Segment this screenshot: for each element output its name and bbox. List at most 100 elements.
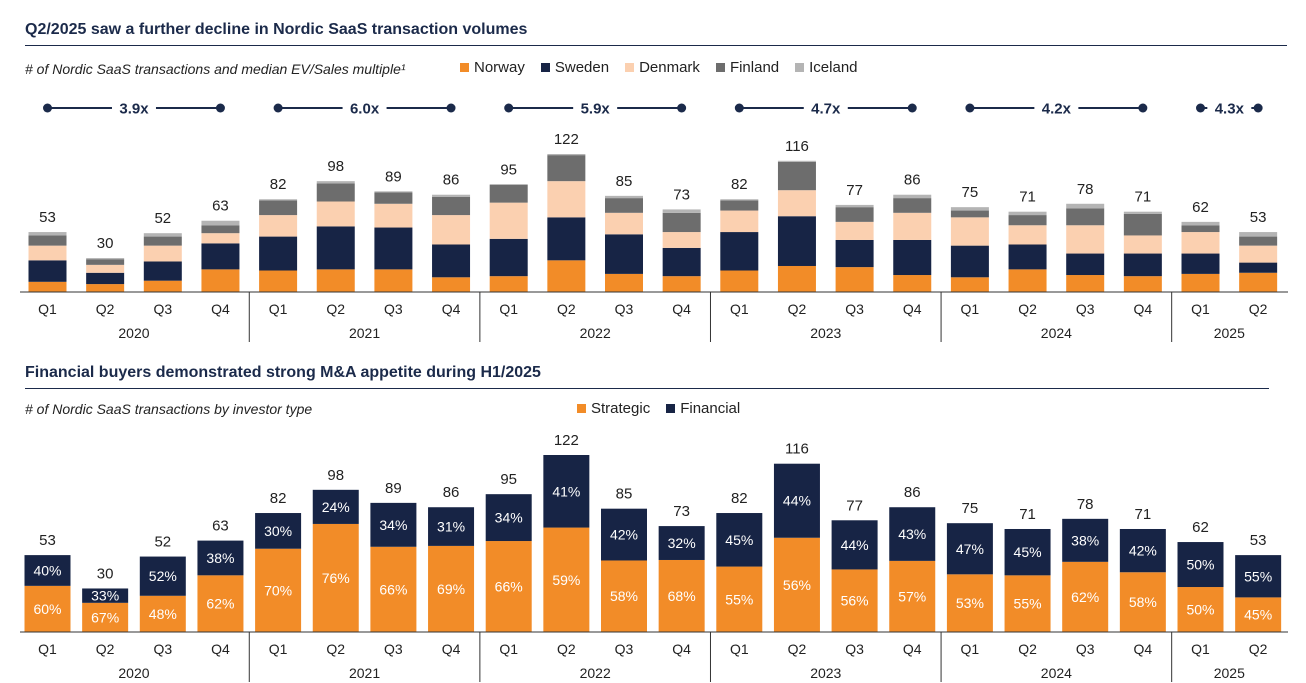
bar-total-label: 71 (1019, 189, 1036, 206)
legend-label-sweden: Sweden (554, 59, 610, 76)
strategic-percent-label: 66% (495, 579, 523, 595)
bar-segment-finland (316, 183, 355, 202)
strategic-percent-label: 69% (437, 581, 465, 597)
multiple-label-background (1034, 98, 1079, 118)
chart1-title: Q2/2025 saw a further decline in Nordic … (25, 21, 528, 38)
strategic-percent-label: 55% (725, 591, 753, 607)
legend-item-iceland: Iceland (795, 59, 858, 76)
bar-segment-finland (143, 236, 182, 246)
bar-segment-denmark (1123, 235, 1162, 254)
bar-total-label: 86 (443, 172, 460, 189)
legend-label-strategic: Strategic (591, 400, 651, 417)
bar-total-label: 82 (270, 176, 287, 193)
bar-total-label: 75 (962, 500, 979, 517)
bar-segment-strategic (485, 541, 532, 632)
strategic-percent-label: 57% (898, 588, 926, 604)
chart1-year-label: 2024 (1041, 325, 1072, 341)
bar-segment-sweden (374, 227, 413, 270)
multiple-bracket-start-dot (273, 103, 283, 113)
bar-segment-strategic (1004, 575, 1051, 632)
chart1-tick-label: Q3 (153, 301, 172, 317)
chart1-tick-label: Q4 (1134, 301, 1153, 317)
chart1-tick-label: Q3 (1076, 301, 1095, 317)
multiple-label-background (342, 98, 387, 118)
bar-total-label: 86 (904, 172, 921, 189)
bar-segment-financial (889, 507, 936, 561)
financial-percent-label: 41% (552, 483, 580, 499)
bar-total-label: 95 (500, 162, 517, 179)
bar-segment-financial (601, 508, 647, 561)
bar-segment-strategic (831, 569, 878, 632)
bar-segment-finland (1123, 213, 1162, 236)
bar-segment-financial (197, 540, 244, 576)
bar-segment-norway (316, 269, 355, 292)
bar-total-label: 53 (1250, 209, 1267, 226)
legend-label-financial: Financial (680, 400, 741, 417)
bar-segment-financial (946, 523, 993, 575)
multiple-label: 4.7x (811, 101, 841, 118)
bar-segment-strategic (658, 559, 705, 632)
bar-total-label: 62 (1192, 199, 1209, 216)
bar-total-label: 122 (554, 432, 579, 449)
bar-total-label: 95 (500, 471, 517, 488)
bar-segment-denmark (605, 212, 643, 235)
strategic-percent-label: 70% (264, 582, 292, 598)
bar-segment-finland (86, 259, 125, 265)
chart1-title-rule (25, 45, 1287, 46)
multiple-label: 3.9x (119, 101, 149, 118)
bar-segment-financial (82, 588, 129, 603)
bar-segment-norway (374, 269, 413, 292)
bar-segment-iceland (1239, 232, 1278, 237)
bar-segment-iceland (28, 232, 67, 236)
bar-total-label: 77 (846, 497, 863, 514)
chart2-tick-label: Q1 (38, 641, 57, 657)
bar-segment-sweden (835, 239, 874, 268)
bar-total-label: 73 (673, 503, 690, 520)
bar-segment-iceland (1066, 203, 1105, 209)
multiple-label-background (111, 98, 156, 118)
financial-percent-label: 45% (725, 532, 753, 548)
bar-segment-denmark (143, 245, 182, 262)
strategic-percent-label: 58% (610, 588, 638, 604)
bar-segment-strategic (139, 595, 186, 632)
bar-segment-denmark (1181, 232, 1220, 254)
legend-item-denmark: Denmark (625, 59, 700, 76)
bar-segment-sweden (547, 217, 586, 261)
bar-total-label: 63 (212, 518, 229, 535)
strategic-percent-label: 59% (552, 572, 580, 588)
multiple-label: 4.2x (1042, 101, 1072, 118)
chart1-tick-label: Q2 (557, 301, 576, 317)
chart1-tick-label: Q2 (96, 301, 115, 317)
bar-segment-norway (1181, 273, 1220, 292)
multiple-label: 5.9x (581, 101, 611, 118)
bar-total-label: 52 (154, 534, 171, 551)
bar-total-label: 71 (1019, 506, 1036, 523)
bar-segment-sweden (662, 247, 701, 277)
bar-segment-denmark (489, 202, 528, 239)
bar-total-label: 85 (616, 173, 633, 190)
bar-segment-finland (950, 210, 989, 218)
strategic-percent-label: 58% (1129, 594, 1157, 610)
bar-segment-strategic (197, 575, 244, 632)
bar-segment-iceland (777, 160, 816, 162)
bar-segment-strategic (773, 537, 820, 632)
bar-segment-sweden (201, 243, 240, 270)
multiple-bracket-end-dot (907, 103, 917, 113)
chart1-tick-label: Q2 (788, 301, 807, 317)
bar-total-label: 116 (785, 441, 809, 458)
bar-segment-strategic (1235, 597, 1282, 632)
bar-segment-iceland (316, 181, 355, 184)
strategic-percent-label: 68% (668, 588, 696, 604)
chart2-tick-label: Q3 (384, 641, 403, 657)
financial-percent-label: 45% (1014, 544, 1042, 560)
chart2-tick-label: Q1 (269, 641, 288, 657)
bar-segment-denmark (777, 190, 816, 217)
bar-segment-financial (312, 489, 359, 524)
bar-segment-finland (547, 155, 586, 182)
legend-swatch-financial (666, 404, 676, 413)
bar-total-label: 78 (1077, 181, 1094, 198)
chart2-year-label: 2025 (1214, 665, 1245, 681)
bar-segment-sweden (950, 245, 989, 278)
bar-segment-denmark (201, 233, 240, 244)
